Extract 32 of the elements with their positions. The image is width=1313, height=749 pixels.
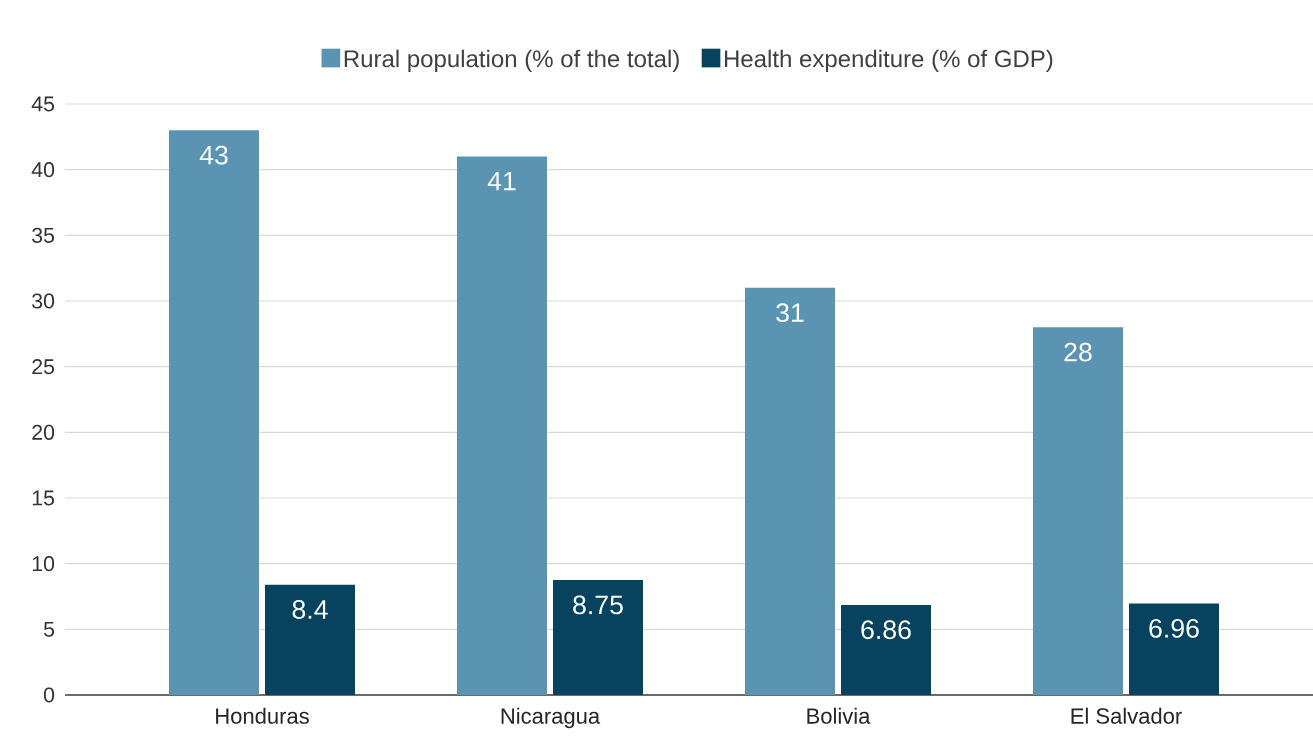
y-tick-label: 5 bbox=[43, 621, 55, 637]
bar bbox=[841, 604, 932, 695]
bar bbox=[745, 287, 836, 695]
data-label: 41 bbox=[487, 171, 516, 191]
y-tick-label: 0 bbox=[43, 687, 55, 703]
y-tick-label: 10 bbox=[32, 556, 55, 572]
bar bbox=[265, 584, 356, 695]
y-tick-label: 45 bbox=[31, 96, 55, 112]
y-tick-label: 15 bbox=[32, 490, 55, 506]
y-tick-label: 35 bbox=[32, 227, 55, 243]
data-label: 28 bbox=[1064, 342, 1092, 362]
x-tick-label: Bolivia bbox=[807, 707, 871, 724]
data-label: 31 bbox=[776, 303, 804, 323]
data-label: 6.86 bbox=[861, 620, 911, 640]
x-tick-label: El Salvador bbox=[1071, 707, 1182, 724]
y-tick-label: 25 bbox=[32, 359, 55, 375]
y-tick-label: 40 bbox=[31, 162, 55, 178]
data-label: 43 bbox=[199, 145, 228, 165]
data-label: 8.75 bbox=[573, 595, 623, 615]
legend-label: Rural population (% of the total) bbox=[344, 49, 679, 73]
legend-label: Health expenditure (% of GDP) bbox=[724, 49, 1053, 73]
bar bbox=[1129, 603, 1220, 695]
y-tick-label: 30 bbox=[32, 293, 55, 309]
bar bbox=[553, 580, 644, 695]
x-tick-label: Honduras bbox=[216, 707, 309, 724]
y-tick-label: 20 bbox=[32, 424, 55, 440]
bar bbox=[169, 130, 260, 695]
data-label: 6.96 bbox=[1149, 618, 1199, 638]
x-tick-label: Nicaragua bbox=[501, 707, 601, 729]
bar bbox=[457, 156, 548, 695]
bar bbox=[1033, 327, 1124, 695]
data-label: 8.4 bbox=[292, 600, 328, 619]
